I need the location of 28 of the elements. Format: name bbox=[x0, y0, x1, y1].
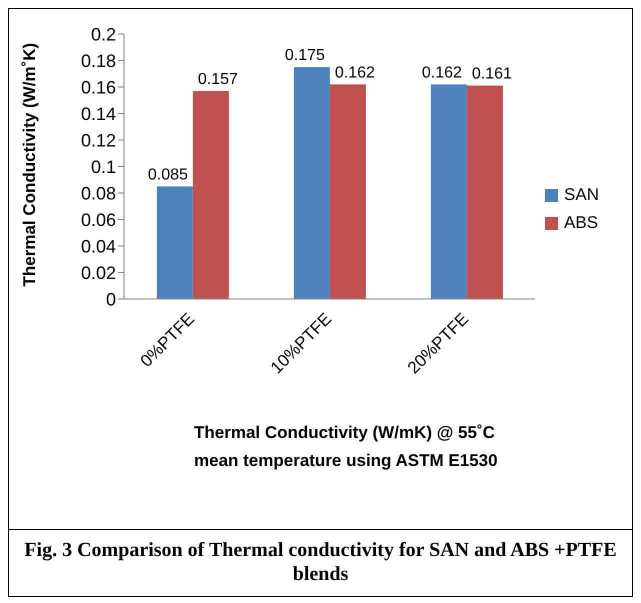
data-label: 0.175 bbox=[284, 47, 326, 64]
y-tick-label: 0.02 bbox=[80, 262, 116, 283]
bar bbox=[192, 90, 229, 299]
y-tick-label: 0 bbox=[106, 289, 116, 310]
y-tick-label: 0.1 bbox=[90, 156, 116, 177]
data-label: 0.162 bbox=[422, 64, 462, 82]
bar bbox=[430, 84, 467, 299]
y-tick-label: 0.06 bbox=[80, 210, 116, 230]
bar bbox=[294, 67, 330, 299]
y-tick-label: 0.12 bbox=[80, 130, 116, 150]
caption: Fig. 3 Comparison of Thermal conductivity for SAN and ABS +PTFE blends bbox=[9, 529, 632, 586]
y-tick-label: 0.2 bbox=[90, 24, 116, 44]
bar bbox=[330, 84, 366, 299]
data-label: 0.162 bbox=[334, 64, 376, 82]
y-tick-label: 0.08 bbox=[80, 183, 116, 204]
data-label: 0.157 bbox=[198, 70, 238, 88]
data-label: 0.161 bbox=[472, 66, 512, 83]
y-tick-label: 0.16 bbox=[80, 77, 116, 98]
legend-label: SAN bbox=[564, 184, 599, 206]
legend-label: ABS bbox=[564, 212, 598, 234]
bar bbox=[466, 86, 503, 299]
y-tick-label: 0.18 bbox=[80, 50, 116, 71]
y-tick-label: 0.14 bbox=[80, 104, 116, 124]
y-tick-label: 0.04 bbox=[80, 236, 116, 256]
data-label: 0.085 bbox=[148, 166, 188, 184]
y-axis-title: Thermal Conductivity (W/m˚K) bbox=[20, 42, 40, 286]
x-axis-title: Thermal Conductivity (W/mK) @ 55˚C mean temperature using ASTM E1530 bbox=[194, 422, 499, 472]
bar bbox=[156, 186, 193, 299]
